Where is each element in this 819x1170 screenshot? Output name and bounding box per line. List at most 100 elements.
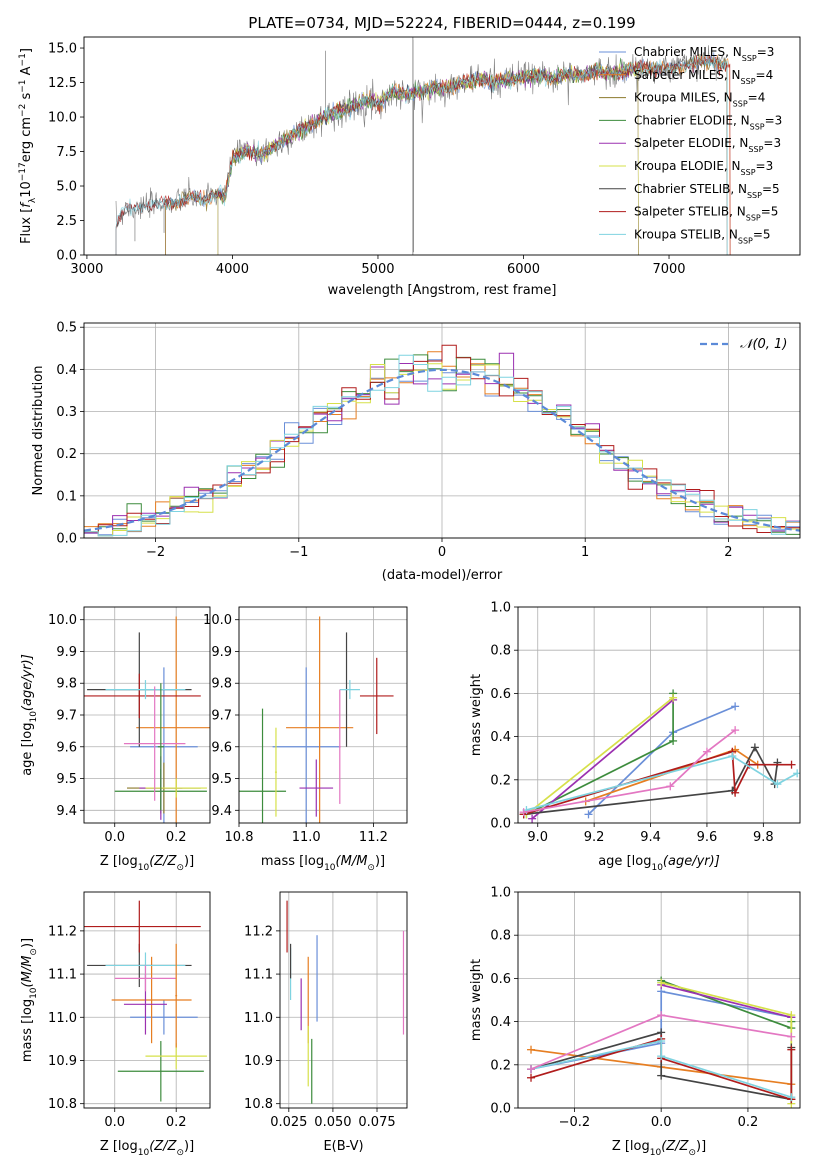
x-tick-label: 0.0 bbox=[104, 1115, 125, 1130]
axes-frame bbox=[83, 606, 211, 824]
plot-area bbox=[239, 616, 394, 823]
y-tick-label: 10.0 bbox=[203, 613, 232, 628]
mass-weight-line bbox=[531, 699, 674, 820]
y-tick-label: 2.5 bbox=[56, 214, 77, 229]
x-tick-label: 4000 bbox=[216, 262, 249, 277]
y-tick-label: 1.0 bbox=[490, 601, 511, 616]
y-tick-label: 9.4 bbox=[211, 804, 232, 819]
legend-value: =3 bbox=[765, 113, 783, 127]
x-tick-label: 7000 bbox=[652, 262, 685, 277]
x-axis-label-part: ⊙ bbox=[176, 863, 184, 873]
x-tick-label: 9.2 bbox=[584, 830, 605, 845]
x-axis-label: age [log10(age/yr)] bbox=[598, 854, 720, 873]
x-tick-label: 9.0 bbox=[527, 830, 548, 845]
x-tick-label: 0.075 bbox=[358, 1115, 395, 1130]
legend-name: Chabrier STELIB, N bbox=[634, 182, 747, 196]
plot-area bbox=[115, 37, 731, 255]
plot-area bbox=[84, 344, 800, 537]
x-tick-label: 1 bbox=[581, 545, 589, 560]
y-tick-label: 9.6 bbox=[211, 740, 232, 755]
massweight-vs-age-panel: 9.0 9.2 9.4 9.6 9.8 0.0 0.2 0.4 0.6 0.8 1.0 age [lo… bbox=[469, 601, 801, 873]
legend-value: =4 bbox=[748, 91, 766, 105]
y-axis-label-part: f bbox=[19, 201, 34, 208]
x-tick-label: −0.2 bbox=[559, 1115, 591, 1130]
y-tick-label: 7.5 bbox=[56, 145, 77, 160]
legend-name: Kroupa ELODIE, N bbox=[634, 159, 741, 173]
x-tick-label: 5000 bbox=[361, 262, 394, 277]
y-tick-label: 15.0 bbox=[48, 42, 77, 57]
y-axis-label-part: ⊙ bbox=[29, 948, 39, 956]
x-tick-label: 10.8 bbox=[225, 830, 254, 845]
y-tick-label: 0.3 bbox=[56, 405, 77, 420]
y-axis-label: mass weight bbox=[469, 674, 484, 756]
legend-sub: SSP bbox=[741, 76, 756, 85]
y-tick-label: 11.1 bbox=[48, 968, 77, 983]
x-axis-label: Z [log10(Z/Z⊙)] bbox=[612, 1139, 706, 1158]
y-tick-label: 11.2 bbox=[48, 924, 77, 939]
y-tick-label: 11.1 bbox=[244, 968, 273, 983]
y-axis-label-part: ] bbox=[19, 48, 34, 53]
y-tick-label: 5.0 bbox=[56, 180, 77, 195]
y-tick-label: 0.0 bbox=[490, 1102, 511, 1117]
legend-name: Salpeter STELIB, N bbox=[634, 205, 746, 219]
y-tick-label: 0.8 bbox=[490, 644, 511, 659]
y-axis-label-part: (age/yr)] bbox=[20, 654, 35, 711]
y-axis-label-part: age [log bbox=[20, 723, 35, 776]
mass-weight-line bbox=[526, 755, 798, 811]
y-axis-label-part: erg cm bbox=[19, 117, 34, 162]
y-tick-label: 0.6 bbox=[490, 972, 511, 987]
mass-vs-ebv-panel: 0.025 0.050 0.075 10.8 10.9 11.0 11.1 11.2 E(B-V… bbox=[244, 891, 408, 1154]
y-tick-label: 0.0 bbox=[56, 532, 77, 547]
mass-vs-metallicity-panel: 0.0 0.210.810.911.011.111.2Z [log10(Z/Z⊙)… bbox=[20, 891, 211, 1158]
axes-frame bbox=[238, 606, 408, 824]
y-tick-label: 10.0 bbox=[48, 613, 77, 628]
x-axis-label: Z [log10(Z/Z⊙)] bbox=[100, 1139, 194, 1158]
legend-sub: SSP bbox=[742, 54, 757, 63]
x-tick-label: 2 bbox=[724, 545, 732, 560]
y-tick-label: 9.7 bbox=[211, 709, 232, 724]
axes-frame bbox=[517, 891, 801, 1109]
legend-sub: SSP bbox=[741, 168, 756, 177]
y-axis-label-part: −17 bbox=[18, 162, 28, 181]
legend-entry: Salpeter MILES, NSSP=4 bbox=[634, 68, 773, 86]
legend-name: Chabrier MILES, N bbox=[634, 45, 742, 59]
y-axis-label-part: (M/M bbox=[20, 956, 35, 988]
y-tick-label: 0.1 bbox=[56, 489, 77, 504]
x-axis-label-part: Z [log bbox=[100, 854, 138, 869]
y-axis-label-part: λ bbox=[28, 197, 38, 203]
x-tick-label: 6000 bbox=[507, 262, 540, 277]
x-tick-label: 0.025 bbox=[270, 1115, 307, 1130]
x-tick-label: 9.4 bbox=[640, 830, 661, 845]
x-axis-label-part: ⊙ bbox=[176, 1148, 184, 1158]
x-axis-label-part: )] bbox=[375, 854, 385, 869]
legend-sub: SSP bbox=[750, 122, 765, 131]
x-axis-label-part: 10 bbox=[138, 1148, 150, 1158]
legend-value: =4 bbox=[756, 68, 774, 82]
legend-value: =5 bbox=[753, 227, 771, 241]
x-axis-label-part: (M/M bbox=[336, 854, 368, 869]
y-axis-label-part: −1 bbox=[18, 79, 28, 92]
y-tick-label: 1.0 bbox=[490, 886, 511, 901]
mass-weight-line bbox=[525, 697, 674, 816]
x-axis-label-part: Z [log bbox=[100, 1139, 138, 1154]
plot-area bbox=[84, 900, 207, 1102]
x-axis-label-part: age [log bbox=[598, 854, 651, 869]
x-tick-label: −2 bbox=[146, 545, 165, 560]
y-axis-label-part: 10 bbox=[29, 711, 39, 723]
y-tick-label: 0.5 bbox=[56, 321, 77, 336]
y-tick-label: 9.9 bbox=[56, 645, 77, 660]
y-axis-label: Flux [fλ10−17erg cm−2 s−1 A−1] bbox=[18, 48, 38, 244]
normal-distribution-curve bbox=[84, 368, 800, 532]
y-axis-label-part: Flux [ bbox=[19, 208, 34, 244]
x-tick-label: 11.0 bbox=[292, 830, 321, 845]
legend-sub: SSP bbox=[733, 99, 748, 108]
legend-entry: Salpeter STELIB, NSSP=5 bbox=[634, 205, 778, 223]
legend-sub: SSP bbox=[746, 213, 761, 222]
x-axis-label: Z [log10(Z/Z⊙)] bbox=[100, 854, 194, 873]
axes-frame bbox=[83, 322, 801, 539]
y-tick-label: 0.2 bbox=[490, 773, 511, 788]
legend-entry: Salpeter ELODIE, NSSP=3 bbox=[634, 136, 781, 154]
mass-weight-line bbox=[523, 729, 736, 814]
